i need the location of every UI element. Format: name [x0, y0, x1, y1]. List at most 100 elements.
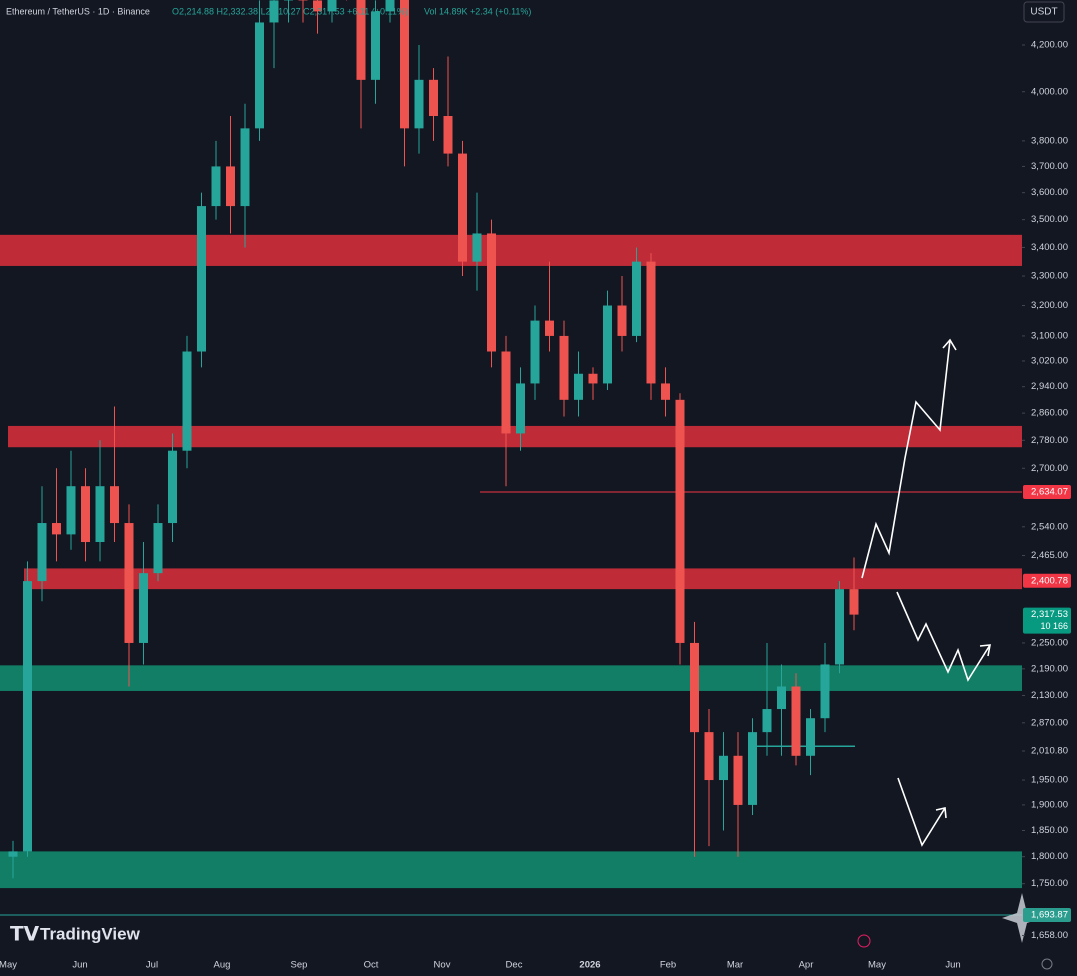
- x-tick-label: Dec: [506, 960, 523, 971]
- candle-body: [443, 115, 453, 154]
- candle-body: [719, 755, 728, 781]
- arrow-down: [896, 591, 991, 682]
- y-tick-label: 2,700.00: [1031, 463, 1068, 474]
- y-tick-label: 2,870.00: [1031, 717, 1068, 728]
- arrow-up: [861, 339, 951, 579]
- candle-body: [52, 523, 61, 535]
- arrow-head: [942, 338, 957, 351]
- candle-body: [661, 383, 670, 400]
- y-tick-label: 2,130.00: [1031, 690, 1068, 701]
- x-tick-label: Mar: [727, 960, 743, 971]
- y-tick-label: 1,900.00: [1031, 799, 1068, 810]
- ohlc: O2,214.88 H2,332.38 L2,210.27 C2,317.53 …: [172, 6, 408, 16]
- zone: [0, 234, 1022, 266]
- y-tick-label: 1,800.00: [1031, 851, 1068, 862]
- candle-body: [806, 718, 815, 756]
- candle-body: [777, 686, 786, 710]
- logo: TradingView: [40, 924, 141, 943]
- x-tick-label: Jul: [146, 960, 158, 971]
- alert-icon[interactable]: [857, 934, 871, 948]
- candle-body: [501, 351, 511, 434]
- y-tick-label: 3,600.00: [1031, 187, 1068, 198]
- candle-body: [95, 486, 105, 543]
- candle-body: [603, 305, 612, 384]
- candle-body: [791, 686, 801, 756]
- y-tick-label: 1,850.00: [1031, 825, 1068, 836]
- candle-body: [588, 373, 598, 384]
- price-label-box: [1023, 907, 1071, 922]
- candle-body: [8, 851, 18, 857]
- y-tick-label: 3,400.00: [1031, 242, 1068, 253]
- y-tick-label: 2,780.00: [1031, 435, 1068, 446]
- price-label-sub: 10 166: [1040, 621, 1068, 631]
- volume: Vol 14.89K +2.34 (+0.11%): [424, 6, 531, 16]
- price-label: 2,634.07: [1031, 486, 1068, 497]
- candle-body: [81, 486, 90, 543]
- candle-body: [124, 523, 134, 643]
- candle-body: [313, 0, 322, 12]
- candle-body: [545, 320, 554, 336]
- candle-body: [646, 261, 656, 384]
- candle-body: [675, 399, 685, 643]
- currency-label[interactable]: USDT: [1030, 7, 1057, 18]
- candle-body: [371, 11, 380, 80]
- price-label: 2,400.78: [1031, 575, 1068, 586]
- x-tick-label: May: [0, 960, 17, 971]
- candle-body: [748, 732, 757, 805]
- y-tick-label: 2,940.00: [1031, 381, 1068, 392]
- candle-body: [617, 305, 627, 336]
- y-tick-label: 2,190.00: [1031, 663, 1068, 674]
- settings-icon[interactable]: [1041, 958, 1053, 970]
- candle-body: [269, 0, 279, 23]
- y-tick-label: 2,540.00: [1031, 521, 1068, 532]
- price-label-box: [1023, 573, 1071, 588]
- candle-body: [197, 206, 206, 352]
- candle-body: [690, 642, 699, 733]
- zone: [0, 851, 1022, 889]
- candle-body: [574, 373, 583, 400]
- arrow-lower: [897, 777, 946, 847]
- candle-body: [733, 755, 743, 805]
- candle-body: [487, 233, 496, 352]
- candle-body: [762, 709, 772, 733]
- price-label: 2,317.53: [1031, 609, 1068, 620]
- candle-body: [820, 664, 830, 719]
- y-tick-label: 2,465.00: [1031, 550, 1068, 561]
- candle-body: [400, 0, 409, 129]
- candle-body: [385, 0, 395, 12]
- candle-body: [356, 0, 366, 80]
- candle-body: [530, 320, 540, 384]
- x-tick-label: Jun: [945, 960, 960, 971]
- y-tick-label: 3,500.00: [1031, 214, 1068, 225]
- candle-body: [458, 153, 467, 262]
- y-tick-label: 1,950.00: [1031, 775, 1068, 786]
- y-tick-label: 3,800.00: [1031, 135, 1068, 146]
- x-tick-label: Feb: [660, 960, 676, 971]
- candle-body: [559, 335, 569, 400]
- candle-body: [211, 166, 221, 207]
- x-tick-label: Oct: [364, 960, 379, 971]
- candle-body: [139, 573, 148, 643]
- y-tick-label: 3,700.00: [1031, 161, 1068, 172]
- candle-body: [240, 128, 250, 207]
- zone: [24, 568, 1022, 590]
- drawings: [861, 338, 991, 847]
- x-tick-label: Aug: [214, 960, 231, 971]
- candle-body: [704, 732, 714, 781]
- currency-button[interactable]: [1023, 1, 1065, 23]
- candle-body: [226, 166, 235, 207]
- symbol: Ethereum / TetherUS · 1D · Binance: [6, 6, 150, 16]
- candle-body: [849, 589, 859, 615]
- y-tick-label: 1,658.00: [1031, 930, 1068, 941]
- candle-body: [429, 79, 438, 116]
- x-tick-label: Apr: [799, 960, 814, 971]
- y-tick-label: 3,300.00: [1031, 271, 1068, 282]
- price-label-box: [1023, 607, 1071, 634]
- y-tick-label: 3,200.00: [1031, 300, 1068, 311]
- candle-body: [255, 22, 264, 129]
- y-tick-label: 2,860.00: [1031, 408, 1068, 419]
- candle-body: [327, 0, 337, 12]
